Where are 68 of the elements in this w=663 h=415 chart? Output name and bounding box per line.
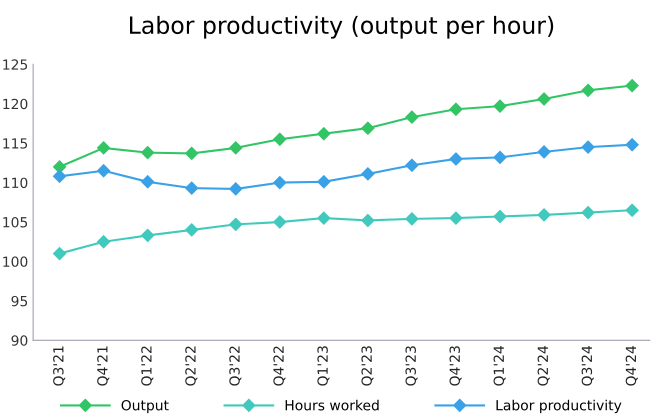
- point: [626, 204, 639, 217]
- y-tick-label: 95: [11, 296, 28, 306]
- point: [97, 164, 110, 178]
- point: [141, 146, 154, 160]
- point: [52, 170, 66, 183]
- y-tick-label: 100: [3, 256, 28, 267]
- point: [361, 167, 374, 181]
- point: [317, 175, 330, 188]
- x-tick-label: Q3'23: [405, 346, 418, 386]
- point: [449, 102, 463, 116]
- y-tick-label: 120: [3, 98, 28, 110]
- legend-label: Labor productivity: [496, 400, 622, 414]
- point: [581, 206, 595, 220]
- legend-label: Hours worked: [286, 400, 379, 410]
- point: [97, 235, 110, 248]
- point: [185, 182, 198, 195]
- point: [185, 146, 198, 160]
- x-tick-label: Q1'23: [317, 346, 330, 386]
- point: [537, 145, 551, 158]
- point: [581, 84, 595, 97]
- point: [405, 110, 418, 124]
- x-tick-label: Q3'22: [229, 346, 242, 386]
- point: [361, 122, 374, 135]
- point: [141, 228, 154, 242]
- chart-title: Labor productivity (output per hour): [130, 16, 554, 39]
- point: [52, 246, 66, 260]
- y-tick-label: 110: [3, 178, 28, 188]
- point: [493, 100, 507, 113]
- x-tick-label: Q2'24: [538, 346, 550, 386]
- legend-label: Output: [122, 400, 169, 414]
- point: [273, 215, 286, 229]
- x-tick-label: Q4'24: [626, 346, 638, 386]
- point: [229, 218, 242, 231]
- y-tick-label: 105: [3, 216, 28, 228]
- y-tick-label: 125: [3, 59, 28, 70]
- x-tick-label: Q4'21: [97, 346, 110, 386]
- point: [273, 132, 286, 146]
- point: [626, 138, 639, 152]
- x-tick-label: Q3'24: [582, 346, 594, 386]
- x-tick-label: Q4'22: [273, 346, 286, 386]
- point: [141, 175, 154, 188]
- point: [405, 212, 418, 226]
- point: [405, 158, 418, 172]
- point: [493, 210, 507, 224]
- y-tick-label: 90: [11, 335, 28, 346]
- point: [317, 211, 330, 225]
- x-tick-label: Q2'22: [185, 346, 198, 386]
- x-tick-label: Q1'24: [494, 346, 506, 386]
- point: [537, 92, 551, 106]
- point: [449, 211, 463, 225]
- x-tick-label: Q1'22: [141, 346, 154, 386]
- point: [185, 223, 198, 236]
- point: [229, 182, 242, 196]
- point: [493, 150, 507, 164]
- point: [449, 152, 463, 166]
- x-tick-label: Q4'23: [449, 346, 462, 386]
- point: [52, 160, 66, 174]
- point: [97, 141, 110, 154]
- point: [581, 140, 595, 154]
- point: [229, 141, 242, 154]
- x-tick-label: Q2'23: [361, 346, 374, 386]
- point: [626, 79, 639, 92]
- point: [537, 208, 551, 222]
- x-tick-label: Q3'21: [53, 346, 66, 386]
- point: [361, 214, 374, 228]
- y-tick-label: 115: [3, 138, 28, 149]
- point: [317, 127, 330, 140]
- point: [273, 176, 286, 190]
